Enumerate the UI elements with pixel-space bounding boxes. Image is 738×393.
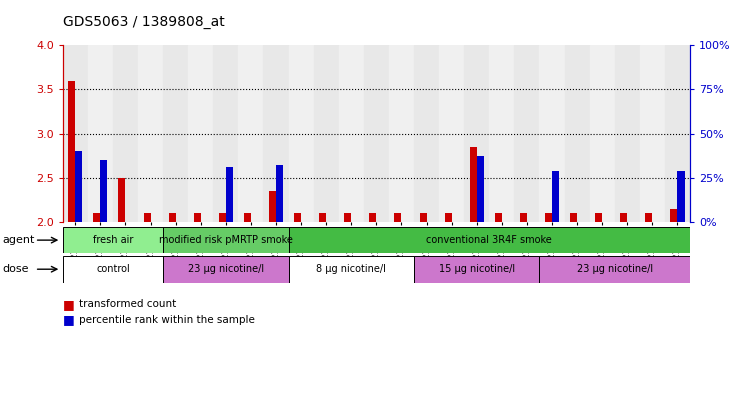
Bar [244, 213, 251, 222]
Bar [263, 45, 289, 222]
Bar [640, 45, 665, 222]
Bar [68, 81, 75, 222]
Bar [163, 227, 289, 253]
Bar [539, 256, 690, 283]
Bar [93, 213, 100, 222]
Bar [226, 167, 233, 222]
Bar [464, 45, 489, 222]
Bar [545, 213, 552, 222]
Bar [289, 45, 314, 222]
Bar [489, 45, 514, 222]
Bar [319, 213, 326, 222]
Text: conventional 3R4F smoke: conventional 3R4F smoke [427, 235, 552, 245]
Text: 23 μg nicotine/l: 23 μg nicotine/l [187, 264, 264, 274]
Bar [168, 213, 176, 222]
Bar [289, 256, 414, 283]
Text: fresh air: fresh air [93, 235, 133, 245]
Bar [645, 213, 652, 222]
Text: control: control [96, 264, 130, 274]
Bar [238, 45, 263, 222]
Text: agent: agent [2, 235, 35, 245]
Text: modified risk pMRTP smoke: modified risk pMRTP smoke [159, 235, 293, 245]
Bar [419, 213, 427, 222]
Bar [389, 45, 414, 222]
Bar [314, 45, 339, 222]
Bar [63, 256, 163, 283]
Bar [369, 213, 376, 222]
Bar [494, 213, 502, 222]
Bar [620, 213, 627, 222]
Bar [63, 45, 88, 222]
Bar [213, 45, 238, 222]
Bar [469, 147, 477, 222]
Bar [670, 209, 677, 222]
Bar [163, 256, 289, 283]
Text: 15 μg nicotine/l: 15 μg nicotine/l [438, 264, 515, 274]
Text: percentile rank within the sample: percentile rank within the sample [79, 315, 255, 325]
Bar [63, 227, 163, 253]
Text: transformed count: transformed count [79, 299, 176, 309]
Bar [477, 156, 484, 222]
Bar [552, 171, 559, 222]
Bar [75, 151, 83, 222]
Bar [677, 171, 685, 222]
Bar [364, 45, 389, 222]
Bar [565, 45, 590, 222]
Bar [193, 213, 201, 222]
Bar [339, 45, 364, 222]
Bar [118, 178, 125, 222]
Bar [218, 213, 226, 222]
Bar [590, 45, 615, 222]
Text: dose: dose [2, 264, 29, 274]
Bar [269, 191, 276, 222]
Bar [615, 45, 640, 222]
Bar [143, 213, 151, 222]
Bar [520, 213, 527, 222]
Bar [570, 213, 577, 222]
Bar [444, 213, 452, 222]
Bar [88, 45, 113, 222]
Bar [414, 45, 439, 222]
Bar [414, 256, 539, 283]
Bar [188, 45, 213, 222]
Bar [539, 45, 565, 222]
Bar [163, 45, 188, 222]
Bar [394, 213, 401, 222]
Text: 23 μg nicotine/l: 23 μg nicotine/l [576, 264, 653, 274]
Bar [514, 45, 539, 222]
Bar [595, 213, 602, 222]
Bar [294, 213, 301, 222]
Bar [100, 160, 108, 222]
Bar [665, 45, 690, 222]
Text: 8 μg nicotine/l: 8 μg nicotine/l [317, 264, 386, 274]
Text: ■: ■ [63, 313, 75, 327]
Bar [344, 213, 351, 222]
Text: ■: ■ [63, 298, 75, 311]
Bar [138, 45, 163, 222]
Bar [113, 45, 138, 222]
Bar [276, 165, 283, 222]
Bar [439, 45, 464, 222]
Text: GDS5063 / 1389808_at: GDS5063 / 1389808_at [63, 15, 224, 29]
Bar [289, 227, 690, 253]
